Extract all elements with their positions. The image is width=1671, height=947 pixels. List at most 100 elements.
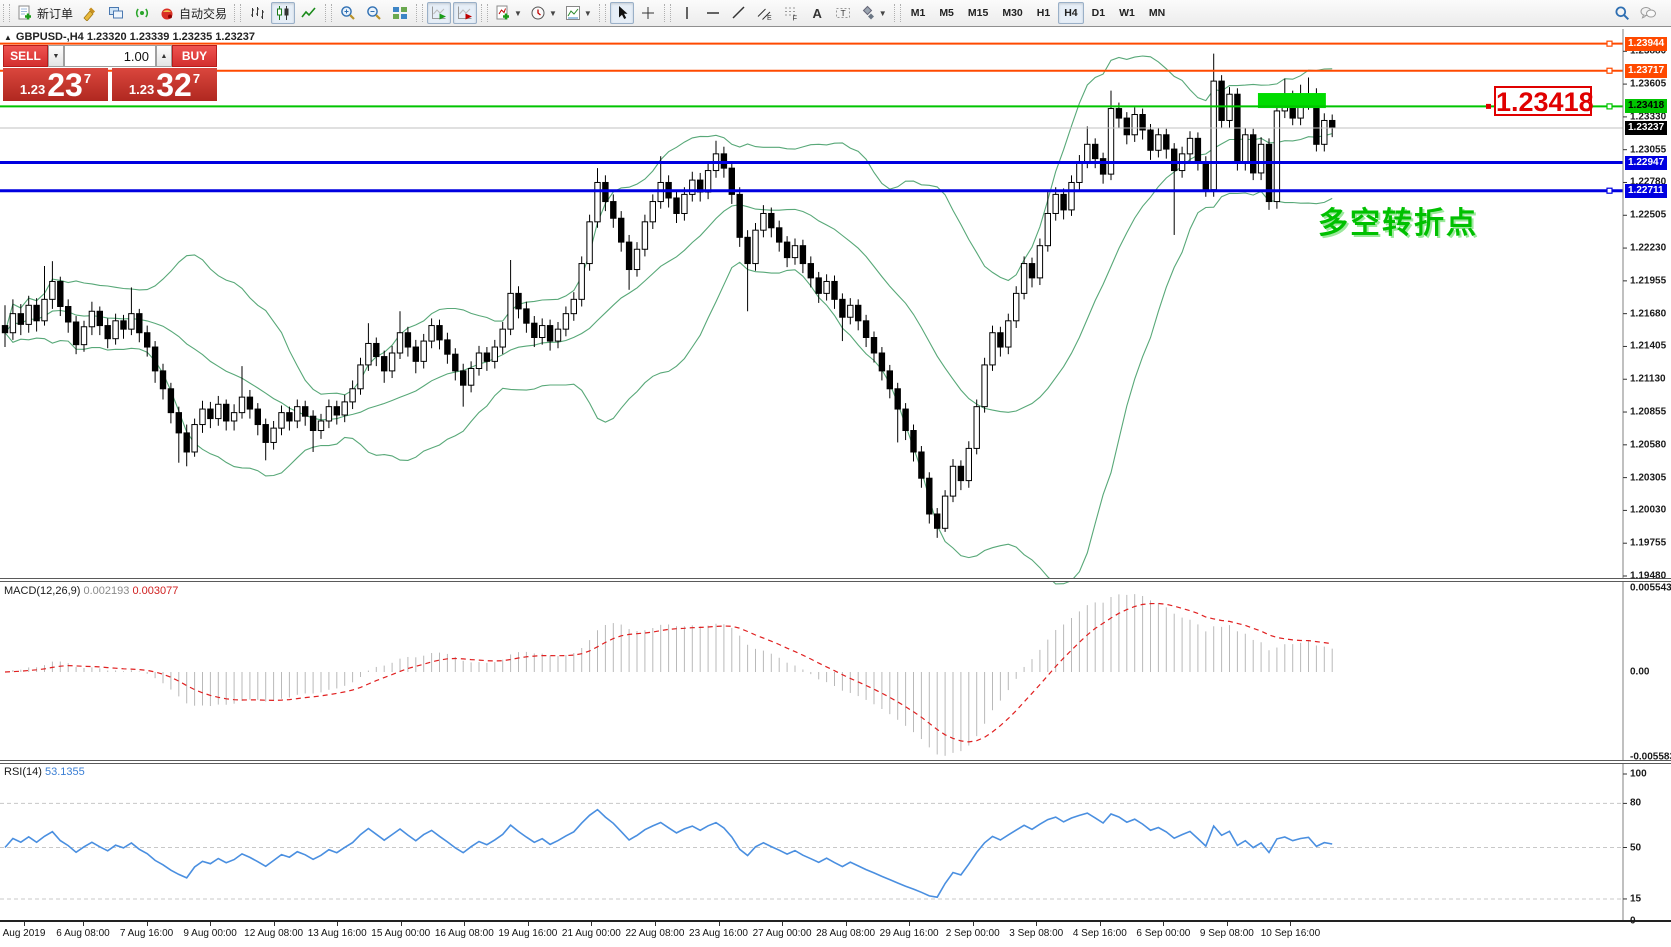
zoom-out-button[interactable] xyxy=(362,2,386,24)
text-button[interactable]: A xyxy=(805,2,829,24)
screens-button[interactable] xyxy=(104,2,128,24)
candle xyxy=(989,332,996,366)
buy-button[interactable]: BUY xyxy=(172,45,217,67)
equidistant-channel-button[interactable]: E xyxy=(753,2,777,24)
toolbar-group-handle[interactable] xyxy=(416,4,424,22)
svg-text:T: T xyxy=(840,8,845,18)
autotrading-icon xyxy=(161,8,173,20)
macd-axis-top: 0.005543 xyxy=(1630,582,1671,594)
timeframe-m15-button[interactable]: M15 xyxy=(967,7,989,19)
tile-windows-button[interactable] xyxy=(388,2,412,24)
macd-panel-splitter[interactable] xyxy=(0,578,1671,582)
search-button[interactable] xyxy=(1610,2,1634,24)
cursor-button[interactable] xyxy=(609,2,634,24)
dropdown-arrow-icon[interactable]: ▼ xyxy=(583,8,592,18)
toolbar-group-handle[interactable] xyxy=(3,4,10,22)
line-handle[interactable] xyxy=(1606,103,1613,110)
sell-button[interactable]: SELL xyxy=(3,45,48,67)
volume-increase-button[interactable]: ▲ xyxy=(156,45,172,67)
timeframe-m5-button[interactable]: M5 xyxy=(939,7,954,19)
timeframe-m1-button[interactable]: M1 xyxy=(910,7,926,19)
macd-axis-bottom: -0.005583 xyxy=(1630,751,1671,763)
text-label-icon: T xyxy=(835,8,850,18)
dropdown-arrow-icon[interactable]: ▼ xyxy=(514,8,522,18)
volume-decrease-button[interactable]: ▼ xyxy=(48,45,64,67)
timeframe-w1-button[interactable]: W1 xyxy=(1119,7,1135,19)
text-label-button[interactable]: T xyxy=(831,2,855,24)
candle xyxy=(1155,134,1162,151)
chat-button[interactable] xyxy=(1636,2,1660,24)
new-order-button[interactable]: 新订单 xyxy=(14,2,76,24)
autotrading-button[interactable]: 自动交易 xyxy=(156,2,230,24)
green-supply-zone[interactable] xyxy=(1257,93,1326,109)
line-handle[interactable] xyxy=(1606,67,1613,74)
candle xyxy=(1257,143,1265,174)
horizontal-line-button[interactable] xyxy=(701,2,725,24)
dropdown-arrow-icon[interactable]: ▼ xyxy=(548,8,557,18)
crosshair-button[interactable] xyxy=(636,2,660,24)
toolbar-group-handle[interactable] xyxy=(663,4,671,22)
price-axis-tick: 1.23880 xyxy=(1630,45,1667,57)
line-chart-button[interactable] xyxy=(297,2,321,24)
candle xyxy=(831,280,838,300)
toolbar-group-handle[interactable] xyxy=(234,4,242,22)
toolbar-group-handle[interactable] xyxy=(325,4,333,22)
candle xyxy=(254,408,262,426)
timeframe-m30-button[interactable]: M30 xyxy=(1002,7,1023,19)
indicators-button[interactable]: ▼ xyxy=(492,2,525,24)
chart-shift-button[interactable] xyxy=(453,2,478,24)
line-handle[interactable] xyxy=(1486,103,1491,109)
templates-button[interactable]: ▼ xyxy=(562,2,595,24)
candle xyxy=(768,212,775,229)
candle xyxy=(452,353,459,372)
price-callout-box[interactable]: 1.23418 xyxy=(1494,86,1594,117)
candle xyxy=(1297,102,1304,119)
candle xyxy=(499,328,506,348)
candlestick-chart-button[interactable] xyxy=(271,2,296,24)
level-price-tag: 1.23418 xyxy=(1625,99,1668,114)
timeframe-h1-button[interactable]: H1 xyxy=(1036,7,1051,19)
candle xyxy=(286,412,293,422)
candle xyxy=(1210,80,1217,191)
toolbar-group-handle[interactable] xyxy=(481,4,489,22)
price-axis-tick: 1.22780 xyxy=(1630,176,1667,188)
dropdown-arrow-icon[interactable]: ▼ xyxy=(878,8,887,18)
trendline-button[interactable] xyxy=(727,2,751,24)
periods-button[interactable]: ▼ xyxy=(527,2,560,24)
auto-scroll-button[interactable] xyxy=(427,2,452,24)
shapes-button[interactable]: ▼ xyxy=(857,2,890,24)
line-handle[interactable] xyxy=(1606,40,1613,47)
candle xyxy=(1321,119,1328,145)
candle xyxy=(586,221,593,265)
collapse-triangle-icon[interactable]: ▲ xyxy=(4,33,12,42)
time-axis-label: 7 Aug 16:00 xyxy=(119,928,174,939)
timeframe-h4-button[interactable]: H4 xyxy=(1058,2,1084,24)
line-handle[interactable] xyxy=(1606,187,1613,194)
rsi-panel-splitter[interactable] xyxy=(0,760,1671,764)
ask-price-tile[interactable]: 1.23 32 7 xyxy=(112,68,217,101)
vertical-line-button[interactable] xyxy=(675,2,699,24)
gavel-icon xyxy=(83,7,96,21)
toolbar-group-handle[interactable] xyxy=(893,4,901,22)
gavel-button[interactable] xyxy=(78,2,102,24)
equidistant-channel-icon: E xyxy=(757,8,772,21)
screens-icon xyxy=(109,7,124,19)
candle xyxy=(246,396,254,410)
time-axis-label: Aug 2019 xyxy=(2,928,46,939)
candle xyxy=(965,447,972,482)
bar-chart-button[interactable] xyxy=(245,2,269,24)
volume-input[interactable]: 1.00 xyxy=(64,45,156,67)
timeframe-d1-button[interactable]: D1 xyxy=(1091,7,1106,19)
signal-button[interactable] xyxy=(130,2,154,24)
time-axis-tick xyxy=(83,922,84,926)
toolbar-group-handle[interactable] xyxy=(598,4,606,22)
zoom-in-icon xyxy=(341,6,355,20)
timeframe-mn-button[interactable]: MN xyxy=(1148,7,1166,19)
candle xyxy=(862,320,870,338)
zoom-in-button[interactable] xyxy=(336,2,360,24)
fibonacci-button[interactable]: F xyxy=(779,2,803,24)
price-axis-tick: 1.22505 xyxy=(1630,209,1667,221)
bid-price-tile[interactable]: 1.23 23 7 xyxy=(3,68,108,101)
time-axis-label: 3 Sep 08:00 xyxy=(1009,928,1064,939)
